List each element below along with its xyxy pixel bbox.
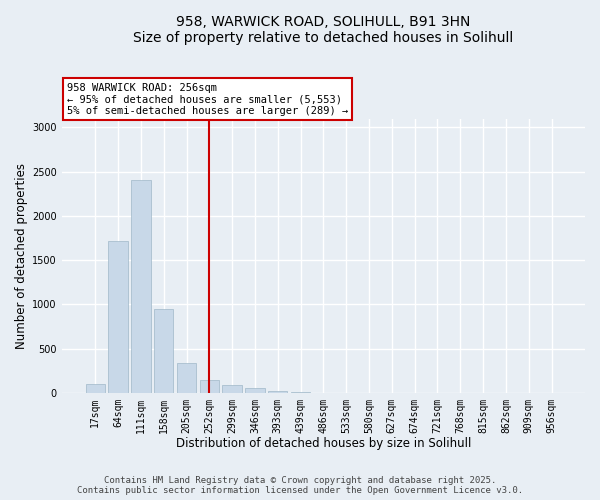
Y-axis label: Number of detached properties: Number of detached properties — [15, 162, 28, 348]
Bar — [154, 308, 173, 392]
Bar — [131, 180, 151, 392]
Bar — [223, 385, 242, 392]
X-axis label: Distribution of detached houses by size in Solihull: Distribution of detached houses by size … — [176, 437, 471, 450]
Text: Contains HM Land Registry data © Crown copyright and database right 2025.
Contai: Contains HM Land Registry data © Crown c… — [77, 476, 523, 495]
Bar — [86, 384, 105, 392]
Text: 958 WARWICK ROAD: 256sqm
← 95% of detached houses are smaller (5,553)
5% of semi: 958 WARWICK ROAD: 256sqm ← 95% of detach… — [67, 82, 348, 116]
Bar — [200, 380, 219, 392]
Bar — [245, 388, 265, 392]
Title: 958, WARWICK ROAD, SOLIHULL, B91 3HN
Size of property relative to detached house: 958, WARWICK ROAD, SOLIHULL, B91 3HN Siz… — [133, 15, 514, 45]
Bar — [268, 391, 287, 392]
Bar — [109, 240, 128, 392]
Bar — [177, 362, 196, 392]
